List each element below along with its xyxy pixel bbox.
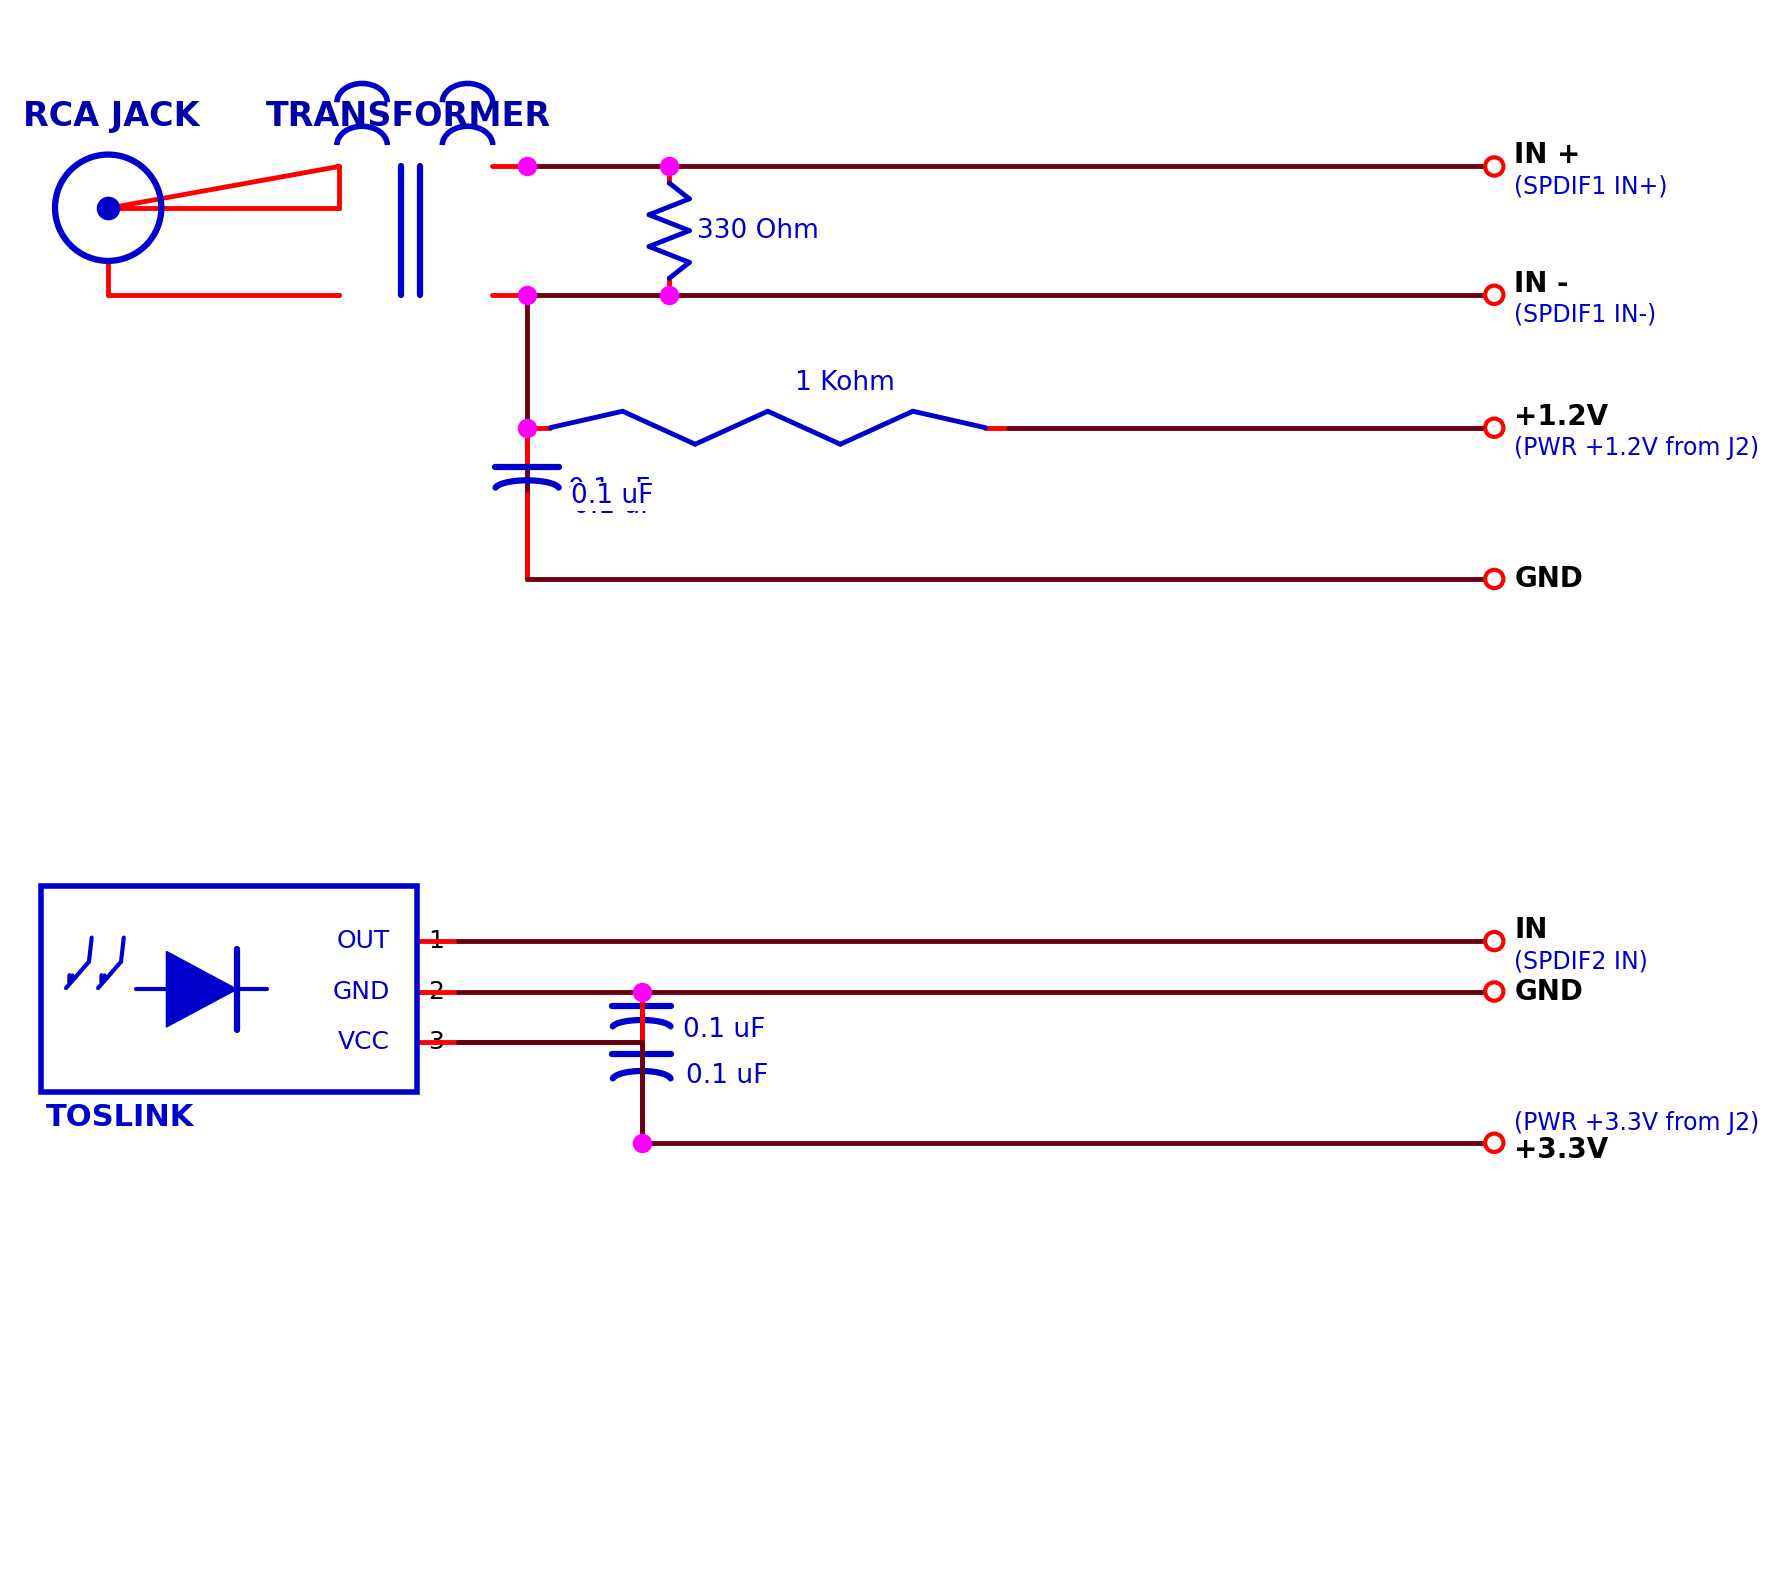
Circle shape xyxy=(1486,1133,1504,1152)
Text: (SPDIF1 IN-): (SPDIF1 IN-) xyxy=(1514,303,1656,326)
Text: (SPDIF1 IN+): (SPDIF1 IN+) xyxy=(1514,175,1668,199)
Text: (PWR +1.2V from J2): (PWR +1.2V from J2) xyxy=(1514,437,1759,460)
Text: TRANSFORMER: TRANSFORMER xyxy=(266,101,551,134)
Circle shape xyxy=(1486,982,1504,1001)
Text: 330 Ohm: 330 Ohm xyxy=(697,217,819,244)
Text: 0.1 uF: 0.1 uF xyxy=(571,484,654,509)
Polygon shape xyxy=(167,952,238,1028)
Text: (SPDIF2 IN): (SPDIF2 IN) xyxy=(1514,949,1649,974)
Circle shape xyxy=(1486,285,1504,304)
Text: VCC: VCC xyxy=(337,1031,390,1054)
Text: IN -: IN - xyxy=(1514,269,1569,298)
Text: 2: 2 xyxy=(427,980,443,1004)
Text: 0.1 uF: 0.1 uF xyxy=(683,1018,766,1043)
Text: +3.3V: +3.3V xyxy=(1514,1136,1608,1165)
Text: RCA JACK: RCA JACK xyxy=(23,101,199,134)
Text: +1.2V: +1.2V xyxy=(1514,403,1608,430)
Text: IN: IN xyxy=(1514,916,1548,944)
Text: TOSLINK: TOSLINK xyxy=(46,1103,195,1132)
Text: 0.1 uF: 0.1 uF xyxy=(686,1064,768,1089)
Circle shape xyxy=(1486,419,1504,437)
Circle shape xyxy=(1486,158,1504,175)
Text: 0.1 uF: 0.1 uF xyxy=(569,476,651,503)
Text: OUT: OUT xyxy=(337,930,390,953)
Text: GND: GND xyxy=(1514,977,1583,1005)
Text: 1: 1 xyxy=(427,930,443,953)
Text: IN +: IN + xyxy=(1514,142,1582,170)
Text: 3: 3 xyxy=(427,1031,443,1054)
Bar xyxy=(41,886,417,1092)
Text: (PWR +3.3V from J2): (PWR +3.3V from J2) xyxy=(1514,1111,1759,1135)
Text: GND: GND xyxy=(332,980,390,1004)
Circle shape xyxy=(1486,931,1504,950)
Text: 0.1 uF: 0.1 uF xyxy=(573,493,656,519)
Circle shape xyxy=(1486,571,1504,588)
Text: GND: GND xyxy=(1514,564,1583,593)
Text: 1 Kohm: 1 Kohm xyxy=(796,370,895,396)
